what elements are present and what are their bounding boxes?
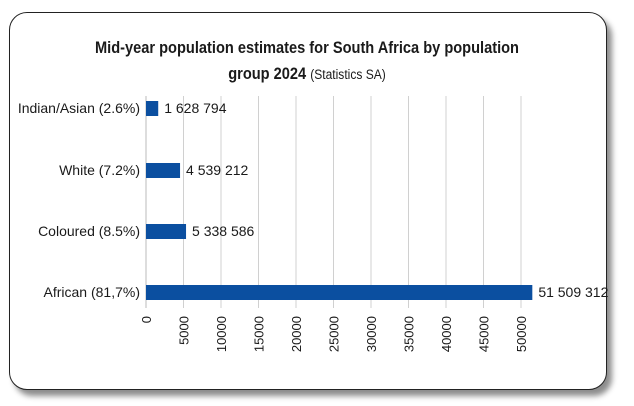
data-label: 1 628 794 xyxy=(164,100,226,116)
bar xyxy=(146,224,187,239)
x-tick-label: 15000 xyxy=(252,316,267,352)
x-tick-label: 35000 xyxy=(402,316,417,352)
data-label: 5 338 586 xyxy=(192,223,254,239)
x-tick-label: 20000 xyxy=(289,316,304,352)
x-tick-label: 0 xyxy=(139,316,154,323)
chart-title-source: (Statistics SA) xyxy=(310,66,386,82)
bar xyxy=(146,285,533,300)
category-label: White (7.2%) xyxy=(59,162,140,178)
x-tick-label: 10000 xyxy=(214,316,229,352)
chart-title-year: group 2024 xyxy=(228,65,306,83)
x-tick-label: 45000 xyxy=(477,316,492,352)
x-tick-label: 50000 xyxy=(514,316,529,352)
chart-card xyxy=(9,12,607,390)
data-label: 51 509 312 xyxy=(538,284,608,300)
x-tick-label: 30000 xyxy=(364,316,379,352)
bar xyxy=(146,163,181,178)
chart-title-line2: group 2024 (Statistics SA) xyxy=(228,65,386,83)
x-tick-label: 40000 xyxy=(439,316,454,352)
category-label: Coloured (8.5%) xyxy=(38,223,140,239)
chart-title-line1: Mid-year population estimates for South … xyxy=(95,39,519,57)
category-label: Indian/Asian (2.6%) xyxy=(18,100,140,116)
category-label: African (81,7%) xyxy=(44,284,140,300)
x-tick-label: 5000 xyxy=(177,316,192,345)
data-label: 4 539 212 xyxy=(186,162,248,178)
bar xyxy=(146,101,159,116)
x-tick-label: 25000 xyxy=(327,316,342,352)
